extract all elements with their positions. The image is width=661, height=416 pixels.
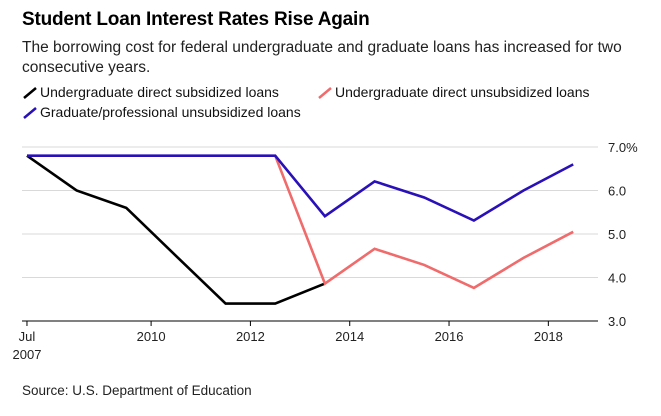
legend-label-graduate: Graduate/professional unsubsidized loans: [40, 104, 301, 120]
chart-subtitle: The borrowing cost for federal undergrad…: [22, 39, 622, 76]
x-tick-label: 2016: [435, 329, 464, 344]
legend-swatch-subsidized: [23, 87, 37, 99]
x-tick-label: 2014: [335, 329, 364, 344]
series-line-subsidized: [26, 154, 326, 305]
source-note: Source: U.S. Department of Education: [22, 383, 252, 398]
legend-label-subsidized: Undergraduate direct subsidized loans: [40, 84, 279, 100]
legend-swatch-unsubsidized: [318, 87, 332, 99]
x-tick-label: 2018: [534, 329, 563, 344]
y-tick-label: 6.0: [608, 184, 626, 199]
y-tick-label: 7.0%: [608, 140, 638, 155]
x-tick-label: Jul: [19, 329, 36, 344]
y-tick-label: 5.0: [608, 227, 626, 242]
y-tick-label: 3.0: [608, 314, 626, 329]
x-tick-label: 2010: [137, 329, 166, 344]
x-tick-label-year: 2007: [13, 347, 42, 362]
chart-title: Student Loan Interest Rates Rise Again: [22, 9, 370, 30]
x-tick-label: 2012: [236, 329, 265, 344]
series-line-unsubsidized: [273, 155, 574, 290]
y-tick-label: 4.0: [608, 271, 626, 286]
series-line-graduate: [27, 154, 574, 222]
legend-label-unsubsidized: Undergraduate direct unsubsidized loans: [335, 84, 590, 100]
legend-swatch-graduate: [23, 107, 37, 119]
